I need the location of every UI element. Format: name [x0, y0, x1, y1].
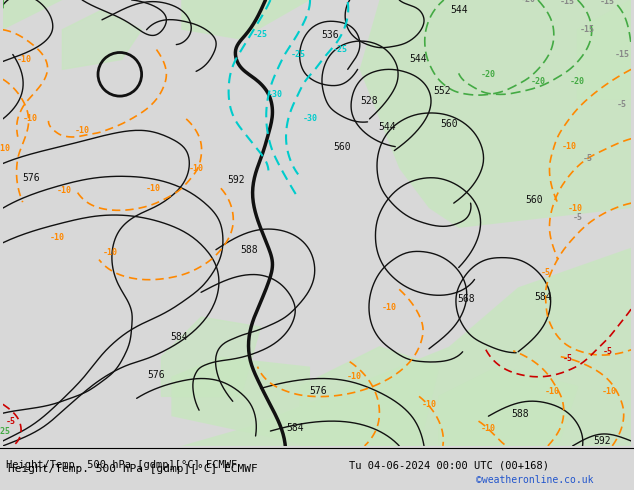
Text: -5: -5: [583, 154, 593, 163]
Text: 560: 560: [333, 142, 351, 151]
Text: 560: 560: [525, 195, 543, 205]
Text: 568: 568: [458, 294, 476, 304]
Polygon shape: [162, 317, 261, 396]
Text: -10: -10: [0, 144, 10, 153]
Text: -5: -5: [573, 214, 583, 222]
Text: ©weatheronline.co.uk: ©weatheronline.co.uk: [476, 475, 593, 485]
Text: 588: 588: [240, 245, 257, 255]
Text: -25: -25: [253, 30, 268, 39]
Text: -20: -20: [531, 77, 545, 86]
Text: 584: 584: [287, 423, 304, 433]
Text: -10: -10: [146, 184, 161, 193]
Text: 584: 584: [534, 292, 552, 302]
Text: -25: -25: [0, 426, 10, 436]
Text: -20: -20: [481, 70, 496, 79]
Text: -10: -10: [545, 387, 559, 396]
Text: -15: -15: [615, 50, 630, 59]
Text: -10: -10: [568, 203, 583, 213]
Text: 552: 552: [433, 86, 451, 96]
Text: -10: -10: [50, 233, 65, 243]
Text: Tu 04-06-2024 00:00 UTC (00+168): Tu 04-06-2024 00:00 UTC (00+168): [349, 461, 548, 470]
Text: 544: 544: [410, 54, 427, 65]
Text: -15: -15: [600, 0, 615, 6]
Text: -10: -10: [481, 423, 496, 433]
Text: -10: -10: [562, 142, 577, 151]
Polygon shape: [171, 357, 310, 446]
Text: -30: -30: [302, 114, 318, 123]
Text: Height/Temp. 500 hPa [gdmp][°C] ECMWF: Height/Temp. 500 hPa [gdmp][°C] ECMWF: [6, 461, 238, 470]
Text: 592: 592: [227, 175, 245, 185]
Text: -10: -10: [103, 248, 117, 257]
Text: 576: 576: [22, 173, 39, 183]
Text: -10: -10: [347, 372, 362, 381]
Text: -5: -5: [602, 347, 612, 356]
Text: -5: -5: [541, 268, 551, 277]
Text: -25: -25: [290, 50, 306, 59]
Polygon shape: [132, 248, 631, 446]
Text: 536: 536: [321, 30, 339, 40]
Polygon shape: [439, 367, 578, 446]
Text: -10: -10: [602, 387, 617, 396]
Polygon shape: [359, 0, 631, 228]
Text: -5: -5: [563, 354, 573, 363]
Text: -10: -10: [57, 186, 72, 195]
Polygon shape: [3, 0, 62, 30]
Polygon shape: [62, 10, 141, 70]
Text: -10: -10: [17, 55, 32, 64]
Polygon shape: [578, 0, 631, 99]
Text: -5: -5: [6, 416, 16, 426]
Text: -10: -10: [23, 114, 38, 123]
Text: 592: 592: [593, 436, 611, 446]
Text: -15: -15: [580, 25, 595, 34]
Text: -10: -10: [382, 303, 397, 312]
Text: Height/Temp. 500 hPa [gdmp][°C] ECMWF: Height/Temp. 500 hPa [gdmp][°C] ECMWF: [8, 464, 257, 474]
Text: -30: -30: [268, 90, 283, 98]
Text: 560: 560: [440, 119, 458, 129]
Text: -15: -15: [560, 0, 575, 6]
Text: 576: 576: [148, 369, 165, 380]
Text: 544: 544: [378, 122, 396, 132]
Text: 588: 588: [511, 409, 529, 419]
Text: -20: -20: [521, 0, 536, 4]
Text: -10: -10: [422, 400, 436, 409]
Text: -25: -25: [332, 45, 347, 54]
Text: -10: -10: [75, 126, 89, 135]
Text: -10: -10: [188, 164, 204, 173]
Text: 584: 584: [171, 332, 188, 342]
Text: 528: 528: [361, 96, 378, 106]
Polygon shape: [300, 347, 439, 446]
Text: -20: -20: [570, 77, 585, 86]
Polygon shape: [181, 0, 310, 40]
Text: 544: 544: [450, 5, 467, 15]
Text: -5: -5: [617, 99, 627, 109]
Text: 576: 576: [309, 387, 327, 396]
